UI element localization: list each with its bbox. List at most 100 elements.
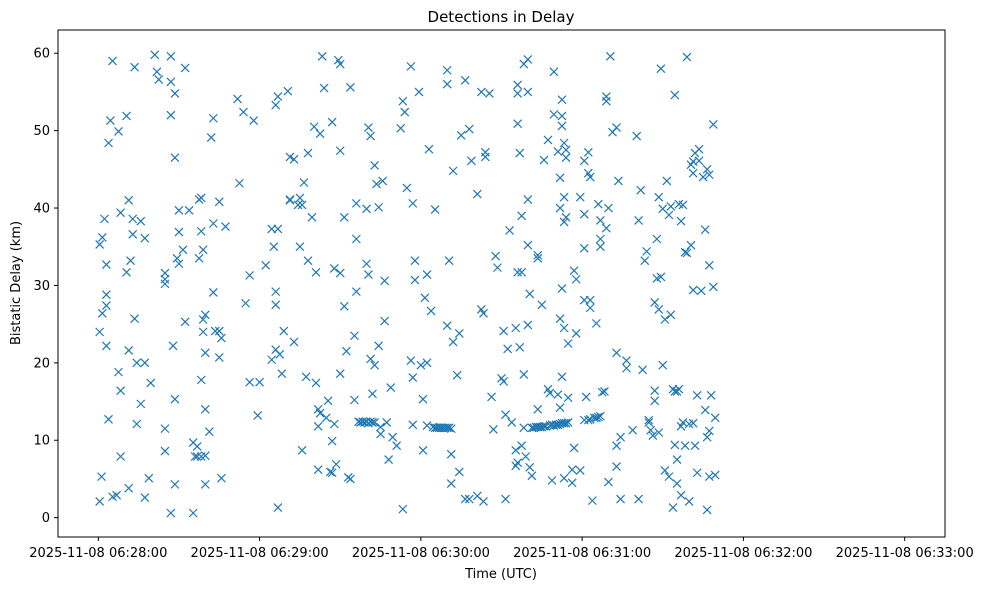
data-point	[366, 131, 376, 141]
data-point	[408, 373, 418, 382]
x-tick-label: 2025-11-08 06:28:00	[29, 546, 167, 561]
data-point	[613, 176, 623, 186]
data-point	[670, 440, 680, 450]
data-point	[368, 418, 377, 427]
data-point	[128, 214, 138, 224]
data-point	[446, 449, 456, 459]
data-point	[670, 90, 680, 100]
data-point	[533, 253, 543, 263]
data-point	[561, 212, 571, 222]
data-point	[293, 200, 303, 210]
data-point	[140, 493, 150, 502]
data-point	[476, 87, 486, 97]
data-point	[456, 130, 466, 140]
data-point	[612, 462, 621, 471]
data-point	[374, 202, 384, 212]
data-point	[676, 216, 686, 226]
data-point	[303, 148, 313, 158]
data-point	[273, 224, 283, 234]
data-point	[525, 289, 535, 299]
data-point	[335, 268, 345, 278]
data-point	[128, 229, 138, 239]
data-point	[622, 356, 631, 365]
data-point	[168, 341, 178, 351]
data-point	[549, 109, 559, 119]
data-point	[95, 239, 105, 249]
data-point	[680, 441, 690, 451]
data-point	[315, 408, 325, 418]
data-point	[319, 83, 329, 93]
data-point	[688, 418, 698, 428]
data-point	[684, 496, 694, 506]
data-point	[644, 418, 654, 427]
data-point	[537, 300, 547, 310]
data-point	[513, 267, 523, 277]
data-point	[376, 429, 385, 439]
data-point	[299, 178, 309, 187]
data-point	[523, 195, 533, 204]
data-point	[206, 133, 216, 143]
data-point	[700, 225, 710, 235]
data-point	[380, 276, 390, 286]
data-point	[571, 329, 581, 338]
data-point	[303, 256, 313, 266]
data-point	[144, 473, 154, 483]
data-point	[664, 472, 674, 482]
data-point	[275, 349, 285, 359]
data-point	[273, 503, 283, 513]
data-point	[329, 419, 339, 429]
data-point	[583, 415, 593, 425]
data-point	[97, 472, 106, 482]
data-point	[362, 204, 371, 214]
data-point	[424, 144, 434, 154]
data-point	[583, 147, 593, 157]
data-point	[271, 100, 281, 110]
data-point	[553, 390, 563, 400]
data-point	[116, 452, 126, 461]
data-point	[595, 411, 605, 421]
data-point	[277, 369, 287, 379]
data-point	[479, 496, 488, 506]
data-point	[208, 287, 218, 297]
data-point	[214, 326, 224, 336]
data-point	[194, 253, 204, 263]
data-point	[370, 360, 380, 370]
data-point	[672, 479, 682, 489]
data-point	[489, 424, 498, 434]
data-point	[706, 390, 716, 400]
data-point	[454, 329, 464, 338]
data-point	[710, 470, 720, 480]
data-point	[180, 317, 190, 327]
data-point	[380, 316, 390, 326]
data-point	[446, 424, 456, 434]
data-point	[398, 504, 408, 514]
data-point	[184, 205, 194, 215]
data-point	[130, 314, 140, 324]
data-point	[122, 111, 131, 121]
data-point	[351, 198, 361, 208]
data-point	[396, 123, 406, 133]
data-point	[563, 393, 573, 403]
data-point	[555, 403, 565, 413]
x-tick-label: 2025-11-08 06:31:00	[513, 546, 651, 561]
data-point	[559, 473, 569, 483]
data-point	[101, 290, 111, 300]
data-point	[170, 153, 180, 163]
data-point	[170, 479, 180, 489]
data-point	[517, 267, 527, 277]
data-point	[688, 168, 698, 178]
data-point	[309, 122, 319, 132]
data-point	[654, 305, 664, 314]
data-point	[327, 436, 337, 446]
data-point	[549, 67, 559, 77]
data-point	[374, 341, 384, 351]
data-point	[547, 476, 557, 485]
data-point	[378, 176, 388, 186]
data-point	[170, 394, 180, 404]
data-point	[358, 417, 367, 427]
data-point	[315, 129, 325, 139]
data-point	[271, 300, 281, 310]
data-point	[634, 494, 644, 504]
data-point	[644, 415, 654, 425]
data-point	[601, 92, 611, 101]
